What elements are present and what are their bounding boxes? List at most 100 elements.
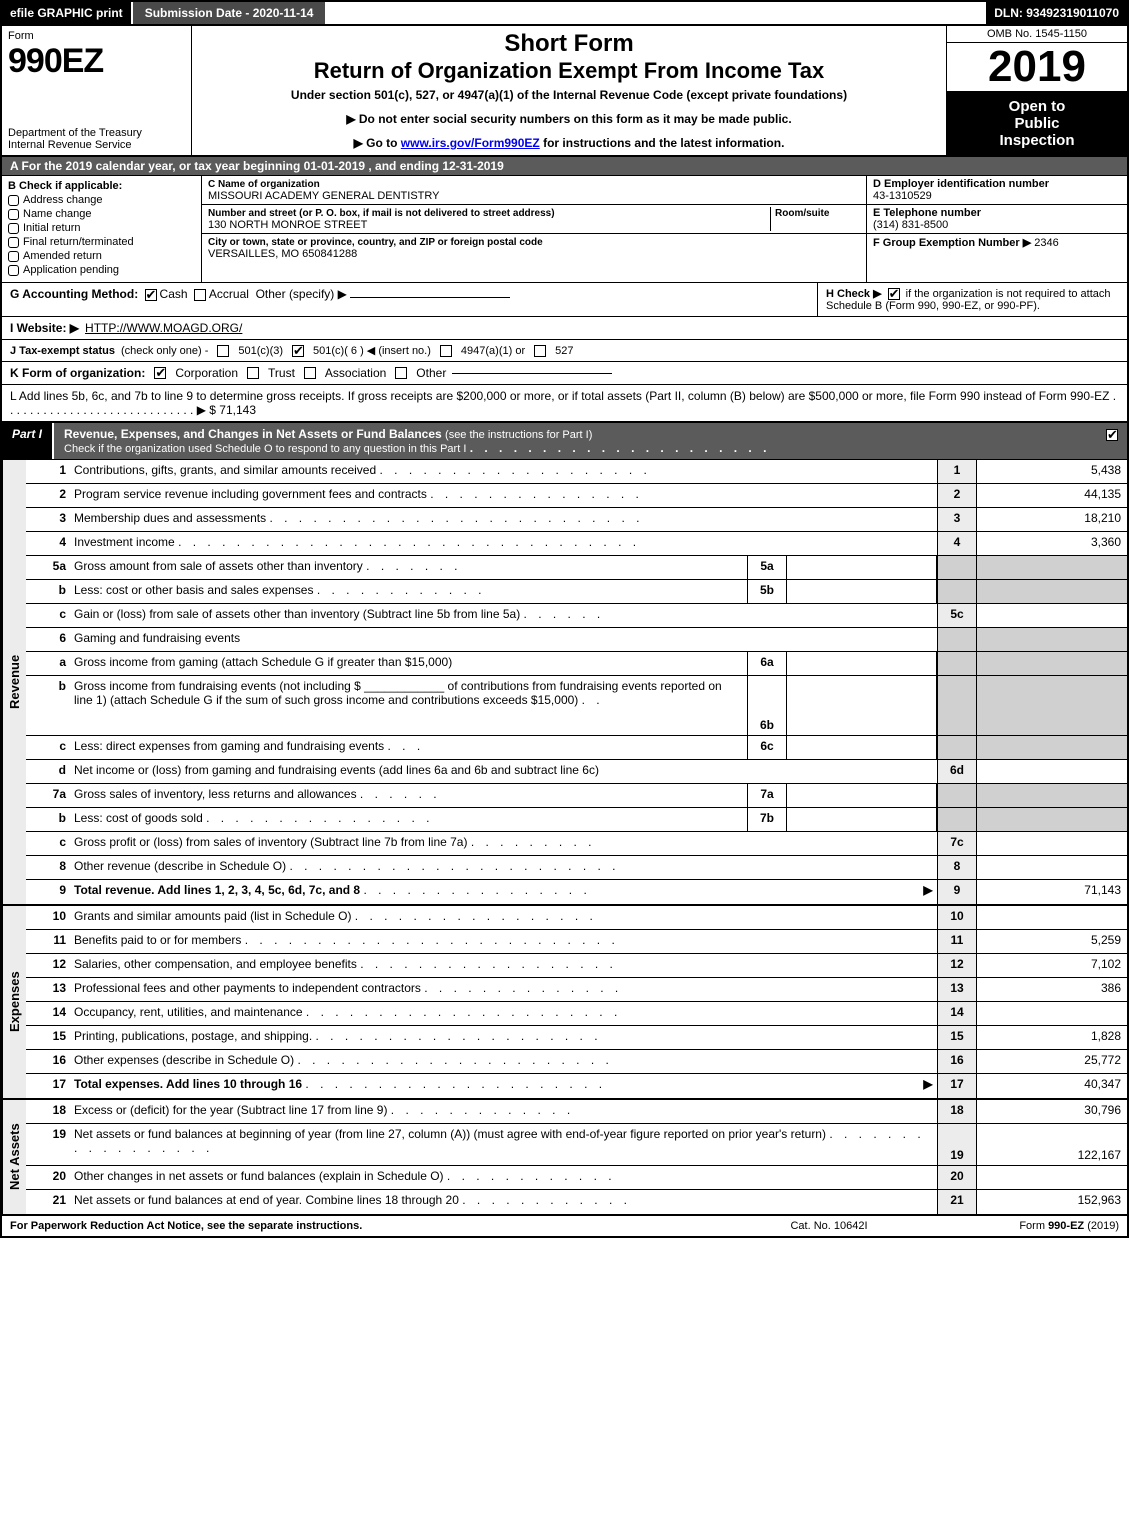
room-label: Room/suite xyxy=(775,208,829,219)
form-header: Form 990EZ Department of the Treasury In… xyxy=(2,26,1127,157)
row-h-label: H Check ▶ xyxy=(826,288,882,300)
chk-501c[interactable] xyxy=(292,345,304,357)
chk-schedule-o[interactable] xyxy=(1106,429,1118,441)
part-i-tag: Part I xyxy=(2,423,54,459)
val-8 xyxy=(977,856,1127,879)
val-6d xyxy=(977,760,1127,783)
line-9: 9 Total revenue. Add lines 1, 2, 3, 4, 5… xyxy=(26,880,1127,904)
chk-trust[interactable] xyxy=(247,367,259,379)
addr-label: Number and street (or P. O. box, if mail… xyxy=(208,208,555,219)
val-5c xyxy=(977,604,1127,627)
ein-label: D Employer identification number xyxy=(873,178,1049,190)
net-assets-side-label: Net Assets xyxy=(2,1100,26,1214)
line-1: 1 Contributions, gifts, grants, and simi… xyxy=(26,460,1127,484)
chk-schedule-b[interactable] xyxy=(888,288,900,300)
val-5a xyxy=(787,556,937,579)
line-6b: b Gross income from fundraising events (… xyxy=(26,676,1127,736)
chk-corp[interactable] xyxy=(154,367,166,379)
val-5b xyxy=(787,580,937,603)
title-return: Return of Organization Exempt From Incom… xyxy=(200,58,938,84)
row-k: K Form of organization: Corporation Trus… xyxy=(2,362,1127,385)
line-10: 10 Grants and similar amounts paid (list… xyxy=(26,906,1127,930)
gross-receipts-value: $ 71,143 xyxy=(209,403,256,417)
chk-527[interactable] xyxy=(534,345,546,357)
val-16: 25,772 xyxy=(977,1050,1127,1073)
chk-assoc[interactable] xyxy=(304,367,316,379)
row-j: J Tax-exempt status (check only one) - 5… xyxy=(2,340,1127,362)
line-7a: 7a Gross sales of inventory, less return… xyxy=(26,784,1127,808)
chk-501c3[interactable] xyxy=(217,345,229,357)
line-19: 19 Net assets or fund balances at beginn… xyxy=(26,1124,1127,1166)
arrow-icon: ▶ xyxy=(919,1074,937,1098)
val-3: 18,210 xyxy=(977,508,1127,531)
line-6: 6 Gaming and fundraising events xyxy=(26,628,1127,652)
line-4: 4 Investment income . . . . . . . . . . … xyxy=(26,532,1127,556)
line-7b: b Less: cost of goods sold . . . . . . .… xyxy=(26,808,1127,832)
opt-address-change[interactable]: Address change xyxy=(8,194,195,206)
opt-initial-return[interactable]: Initial return xyxy=(8,222,195,234)
efile-print-button[interactable]: efile GRAPHIC print xyxy=(2,2,131,24)
group-exempt-label: F Group Exemption Number ▶ xyxy=(873,237,1031,249)
form-number: 990EZ xyxy=(8,42,185,81)
expenses-section: Expenses 10 Grants and similar amounts p… xyxy=(2,906,1127,1100)
line-13: 13 Professional fees and other payments … xyxy=(26,978,1127,1002)
chk-other-org[interactable] xyxy=(395,367,407,379)
opt-amended-return[interactable]: Amended return xyxy=(8,250,195,262)
revenue-side-label: Revenue xyxy=(2,460,26,904)
other-specify-input[interactable] xyxy=(350,297,510,298)
accounting-label: G Accounting Method: xyxy=(10,287,138,301)
website-link[interactable]: HTTP://WWW.MOAGD.ORG/ xyxy=(85,321,242,335)
val-1: 5,438 xyxy=(977,460,1127,483)
tel-label: E Telephone number xyxy=(873,207,981,219)
box-d-e-f: D Employer identification number 43-1310… xyxy=(867,176,1127,282)
val-20 xyxy=(977,1166,1127,1189)
header-right: OMB No. 1545-1150 2019 Open to Public In… xyxy=(947,26,1127,155)
chk-cash[interactable] xyxy=(145,289,157,301)
val-2: 44,135 xyxy=(977,484,1127,507)
opt-name-change[interactable]: Name change xyxy=(8,208,195,220)
title-short-form: Short Form xyxy=(200,30,938,58)
paperwork-notice: For Paperwork Reduction Act Notice, see … xyxy=(10,1220,719,1232)
val-4: 3,360 xyxy=(977,532,1127,555)
opt-application-pending[interactable]: Application pending xyxy=(8,264,195,276)
line-15: 15 Printing, publications, postage, and … xyxy=(26,1026,1127,1050)
line-5c: c Gain or (loss) from sale of assets oth… xyxy=(26,604,1127,628)
val-17: 40,347 xyxy=(977,1074,1127,1098)
arrow-icon: ▶ xyxy=(919,880,937,904)
line-20: 20 Other changes in net assets or fund b… xyxy=(26,1166,1127,1190)
org-city: VERSAILLES, MO 650841288 xyxy=(208,248,357,260)
chk-accrual[interactable] xyxy=(194,289,206,301)
other-org-input[interactable] xyxy=(452,373,612,374)
val-19: 122,167 xyxy=(977,1124,1127,1165)
net-assets-section: Net Assets 18 Excess or (deficit) for th… xyxy=(2,1100,1127,1214)
val-11: 5,259 xyxy=(977,930,1127,953)
opt-final-return[interactable]: Final return/terminated xyxy=(8,236,195,248)
val-9: 71,143 xyxy=(977,880,1127,904)
val-21: 152,963 xyxy=(977,1190,1127,1214)
expenses-lines: 10 Grants and similar amounts paid (list… xyxy=(26,906,1127,1098)
city-label: City or town, state or province, country… xyxy=(208,237,543,248)
line-7c: c Gross profit or (loss) from sales of i… xyxy=(26,832,1127,856)
irs-link[interactable]: www.irs.gov/Form990EZ xyxy=(401,136,540,150)
part-i-header: Part I Revenue, Expenses, and Changes in… xyxy=(2,422,1127,460)
dept-treasury: Department of the Treasury Internal Reve… xyxy=(8,127,185,151)
chk-4947a1[interactable] xyxy=(440,345,452,357)
line-5a: 5a Gross amount from sale of assets othe… xyxy=(26,556,1127,580)
header-note1: ▶ Do not enter social security numbers o… xyxy=(200,112,938,126)
val-6b xyxy=(787,676,937,735)
row-a-tax-year: A For the 2019 calendar year, or tax yea… xyxy=(2,157,1127,176)
net-assets-lines: 18 Excess or (deficit) for the year (Sub… xyxy=(26,1100,1127,1214)
form-page: efile GRAPHIC print Submission Date - 20… xyxy=(0,0,1129,1238)
val-7b xyxy=(787,808,937,831)
line-11: 11 Benefits paid to or for members . . .… xyxy=(26,930,1127,954)
submission-date: Submission Date - 2020-11-14 xyxy=(131,2,326,24)
line-17: 17 Total expenses. Add lines 10 through … xyxy=(26,1074,1127,1098)
line-6c: c Less: direct expenses from gaming and … xyxy=(26,736,1127,760)
org-address: 130 NORTH MONROE STREET xyxy=(208,219,367,231)
header-note2: ▶ Go to www.irs.gov/Form990EZ for instru… xyxy=(200,136,938,150)
row-g-h: G Accounting Method: Cash Accrual Other … xyxy=(2,283,1127,317)
tax-year: 2019 xyxy=(947,43,1127,92)
line-21: 21 Net assets or fund balances at end of… xyxy=(26,1190,1127,1214)
line-6a: a Gross income from gaming (attach Sched… xyxy=(26,652,1127,676)
line-16: 16 Other expenses (describe in Schedule … xyxy=(26,1050,1127,1074)
